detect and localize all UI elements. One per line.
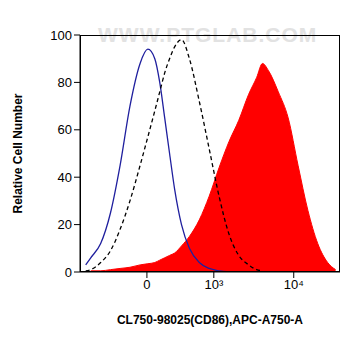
svg-text:0: 0: [143, 277, 150, 292]
svg-text:20: 20: [58, 217, 72, 232]
svg-text:60: 60: [58, 122, 72, 137]
svg-text:100: 100: [50, 28, 72, 43]
svg-text:0: 0: [65, 265, 72, 280]
svg-text:CL750-98025(CD86),APC-A750-A: CL750-98025(CD86),APC-A750-A: [117, 313, 303, 327]
svg-text:10⁴: 10⁴: [284, 277, 304, 292]
svg-text:40: 40: [58, 170, 72, 185]
html-text:WWW.PTGLAB.COM: WWW.PTGLAB.COM: [98, 23, 318, 46]
svg-text:80: 80: [58, 75, 72, 90]
svg-text:Relative Cell Number: Relative Cell Number: [11, 93, 25, 213]
svg-text:10³: 10³: [204, 277, 223, 292]
